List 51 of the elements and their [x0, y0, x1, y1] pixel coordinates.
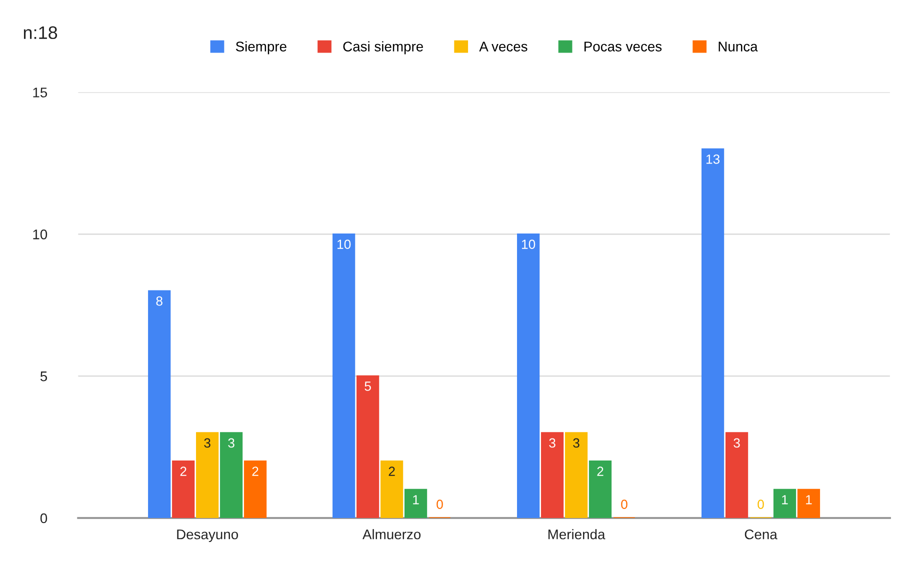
y-tick-label: 15 [33, 88, 48, 98]
bar [588, 460, 612, 518]
legend-label: Siempre [236, 41, 286, 54]
bar [244, 460, 267, 518]
data-label: 10 [338, 240, 351, 249]
data-label: 2 [388, 466, 395, 476]
y-tick-label: 0 [40, 513, 48, 524]
data-label: 3 [549, 438, 556, 448]
bar [404, 488, 428, 518]
bar [172, 460, 195, 518]
bar [356, 375, 380, 518]
bar [541, 432, 564, 518]
bar [517, 233, 540, 518]
x-tick-label: Desayuno [177, 530, 238, 542]
x-tick-label: Cena [744, 529, 778, 540]
bar [380, 460, 404, 518]
bar [220, 432, 243, 518]
data-label: 8 [156, 296, 162, 306]
data-label: 3 [204, 438, 210, 448]
x-tick-label: Merienda [548, 529, 606, 540]
chart-title: n:18 [24, 26, 58, 40]
bar [564, 432, 588, 518]
data-label: 10 [522, 240, 536, 249]
data-label: 0 [758, 500, 764, 509]
x-tick-label: Almuerzo [362, 529, 421, 540]
y-tick-label: 5 [40, 372, 48, 382]
data-label: 3 [228, 438, 234, 448]
bar [196, 432, 219, 518]
data-label: 3 [573, 438, 580, 448]
bar [148, 290, 171, 518]
y-tick-label: 10 [33, 230, 48, 240]
bar [702, 148, 724, 518]
legend-label: Nunca [718, 42, 758, 52]
data-label: 2 [180, 466, 186, 476]
legend-label: A veces [479, 42, 528, 52]
data-label: 3 [734, 438, 740, 448]
data-label: 5 [364, 382, 371, 391]
data-label: 1 [413, 495, 419, 504]
data-label: 0 [436, 500, 443, 509]
data-label: 13 [706, 154, 720, 164]
data-label: 2 [252, 466, 258, 476]
bar [332, 233, 356, 518]
legend-label: Casi siempre [343, 41, 423, 54]
bar [797, 488, 820, 518]
data-label: 1 [806, 495, 812, 504]
data-label: 2 [597, 466, 604, 476]
data-label: 1 [782, 495, 788, 504]
bar [725, 432, 748, 518]
data-label: 0 [621, 500, 628, 509]
legend-label: Pocas veces [584, 42, 662, 52]
bar [773, 488, 796, 518]
